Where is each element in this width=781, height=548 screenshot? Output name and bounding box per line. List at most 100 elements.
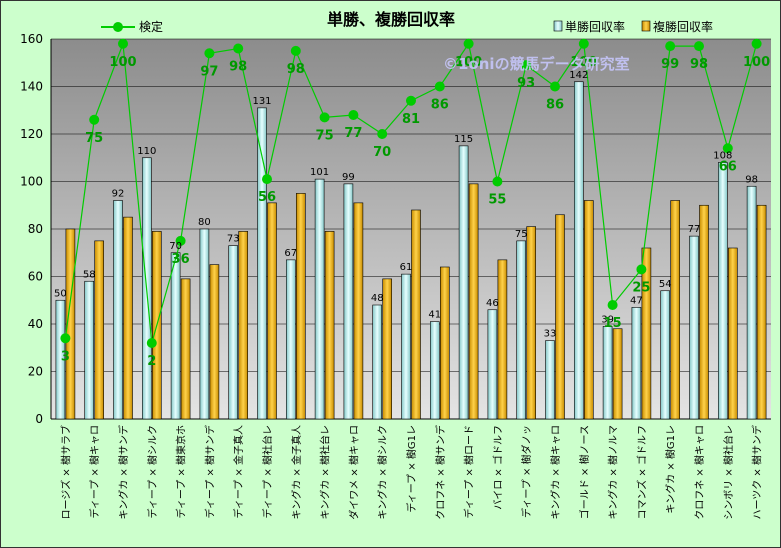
kentei-label: 3 — [61, 349, 70, 364]
kentei-label: 99 — [661, 57, 679, 72]
bar-fukusho — [295, 193, 306, 420]
x-tick-label: ハーツク × 樹サンデ — [751, 425, 764, 520]
y-tick-label: 140 — [20, 80, 43, 94]
kentei-marker — [578, 38, 589, 49]
kentei-marker — [290, 45, 301, 56]
bar-fukusho — [267, 202, 277, 420]
bar-fukusho — [612, 328, 623, 420]
bar-fukusho — [238, 231, 248, 420]
legend-fukusho-swatch — [641, 20, 651, 32]
y-tick-label: 100 — [20, 175, 43, 189]
bar-tansho-label: 58 — [83, 269, 96, 280]
kentei-label: 100 — [570, 55, 597, 70]
bar-tansho — [285, 259, 296, 420]
kentei-marker — [550, 81, 560, 92]
x-tick-label: コマンズ × ゴドルフ — [635, 425, 648, 520]
bar-tansho-label: 46 — [486, 298, 499, 309]
x-tick-label: ディープ × 樹キャロ — [88, 425, 101, 518]
chart-title: 単勝、複勝回収率 — [327, 10, 455, 29]
x-tick-label: ディープ × 樹シルク — [146, 425, 159, 518]
kentei-label: 100 — [743, 55, 770, 70]
bar-tansho — [84, 280, 94, 420]
bar-fukusho — [727, 247, 738, 420]
bar-tansho-label: 75 — [515, 229, 528, 240]
kentei-marker — [319, 112, 330, 123]
bar-tansho — [458, 145, 469, 420]
bar-fukusho — [699, 204, 709, 420]
kentei-marker — [377, 129, 388, 139]
bar-tansho-label: 47 — [630, 295, 643, 306]
bar-tansho — [343, 183, 354, 420]
kentei-marker — [89, 114, 100, 125]
bar-tansho — [170, 252, 181, 420]
bar-tansho — [746, 185, 757, 420]
bar-tansho — [487, 309, 498, 420]
y-tick-label: 40 — [28, 317, 43, 331]
bar-tansho-label: 101 — [310, 167, 329, 178]
x-tick-label: クロフネ × 樹サンデ — [434, 425, 447, 520]
bar-tansho-label: 61 — [400, 262, 413, 273]
bar-tansho-label: 98 — [745, 174, 758, 185]
kentei-marker — [463, 38, 474, 49]
bar-fukusho — [209, 264, 220, 420]
x-tick-label: ディープ × 樹G1レ — [405, 425, 418, 513]
legend-tansho-swatch — [553, 20, 563, 32]
bar-fukusho — [411, 209, 421, 420]
x-tick-label: キングカ × 樹ノルマ — [607, 425, 620, 519]
y-tick-label: 80 — [28, 222, 43, 236]
bar-tansho — [689, 235, 699, 420]
kentei-marker — [694, 41, 704, 52]
bar-tansho — [717, 162, 728, 420]
kentei-label: 55 — [488, 193, 506, 208]
kentei-marker — [665, 41, 676, 52]
kentei-label: 66 — [719, 159, 737, 174]
axes: 0 20 40 60 80 100 120 140 160 ロージズ × 樹サラブ ディープ × 樹… — [20, 32, 771, 520]
y-tick-label: 160 — [20, 32, 43, 46]
y-tick-label: 20 — [28, 365, 43, 379]
kentei-label: 86 — [546, 98, 564, 113]
x-tick-label: ゴールド × 樹ノース — [578, 425, 591, 519]
y-tick-label: 0 — [35, 412, 43, 426]
bar-tansho — [257, 107, 267, 420]
kentei-marker — [118, 38, 128, 49]
bar-tansho — [314, 178, 325, 420]
x-tick-label: キングカ × 金子真人 — [290, 425, 303, 519]
bar-tansho — [113, 200, 123, 420]
legend-kentei-label: 検定 — [139, 19, 163, 34]
y-tick-label: 120 — [20, 127, 43, 141]
bar-tansho-label: 67 — [284, 248, 297, 259]
bar-tansho-label: 73 — [227, 234, 240, 245]
bar-fukusho — [65, 228, 76, 420]
x-tick-label: ディープ × 樹社台レ — [261, 425, 274, 518]
bar-tansho — [545, 340, 555, 420]
bar-tansho-label: 39 — [601, 314, 614, 325]
bar-tansho — [660, 290, 671, 420]
kentei-line — [60, 38, 762, 348]
bar-fukusho — [94, 240, 104, 420]
bar-tansho-label: 70 — [169, 241, 182, 252]
kentei-label: 56 — [258, 190, 276, 205]
bar-fukusho — [497, 259, 508, 420]
kentei-label: 77 — [344, 126, 362, 141]
bar-fukusho — [123, 216, 133, 420]
kentei-label: 36 — [172, 252, 190, 267]
kentei-label: 100 — [455, 55, 482, 70]
bar-tansho — [516, 240, 527, 420]
bar-tansho-label: 80 — [198, 217, 211, 228]
kentei-marker — [406, 95, 416, 106]
bar-fukusho — [555, 214, 565, 420]
legend-kentei-marker — [113, 22, 123, 32]
x-tick-label: バイロ × ゴドルフ — [491, 425, 504, 510]
bar-tansho-label: 108 — [713, 151, 732, 162]
x-tick-label: キングカ × 樹サンデ — [117, 425, 130, 519]
kentei-marker — [434, 81, 445, 92]
bar-tansho-label: 50 — [54, 288, 67, 299]
bar-fukusho — [180, 278, 191, 420]
kentei-marker — [348, 110, 359, 120]
x-tick-label: キングカ × 樹G1レ — [664, 425, 677, 514]
bar-fukusho — [526, 226, 537, 420]
legend-tansho-label: 単勝回収率 — [565, 19, 625, 34]
